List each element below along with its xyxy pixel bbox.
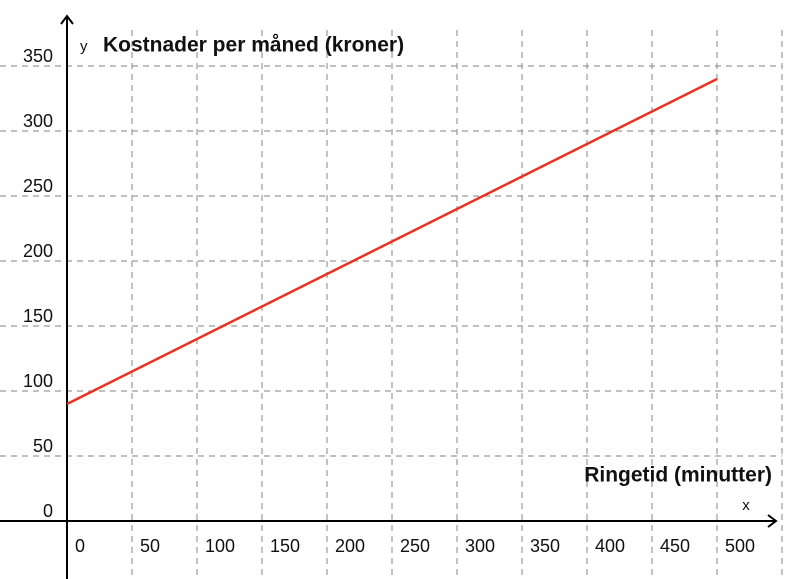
grid xyxy=(0,30,783,579)
x-tick-label: 50 xyxy=(140,536,160,556)
y-tick-label: 200 xyxy=(23,241,53,261)
x-tick-label: 500 xyxy=(725,536,755,556)
x-tick-label: 300 xyxy=(465,536,495,556)
y-tick-label: 0 xyxy=(43,501,53,521)
y-tick-label: 150 xyxy=(23,306,53,326)
x-tick-label: 0 xyxy=(75,536,85,556)
x-axis-label: Ringetid (minutter) xyxy=(584,464,772,487)
chart-title: Kostnader per måned (kroner) xyxy=(103,34,404,57)
x-tick-label: 100 xyxy=(205,536,235,556)
y-tick-label: 350 xyxy=(23,46,53,66)
y-tick-label: 50 xyxy=(33,436,53,456)
x-tick-label: 350 xyxy=(530,536,560,556)
y-tick-label: 300 xyxy=(23,111,53,131)
x-tick-label: 200 xyxy=(335,536,365,556)
x-tick-label: 250 xyxy=(400,536,430,556)
x-arrow xyxy=(767,514,778,528)
y-letter: y xyxy=(80,38,88,55)
x-letter: x xyxy=(742,497,750,514)
line xyxy=(66,77,718,406)
y-tick-label: 100 xyxy=(23,371,53,391)
y-tick-label: 250 xyxy=(23,176,53,196)
x-tick-label: 400 xyxy=(595,536,625,556)
y-arrow xyxy=(60,14,74,25)
x-tick-label: 150 xyxy=(270,536,300,556)
x-tick-label: 450 xyxy=(660,536,690,556)
